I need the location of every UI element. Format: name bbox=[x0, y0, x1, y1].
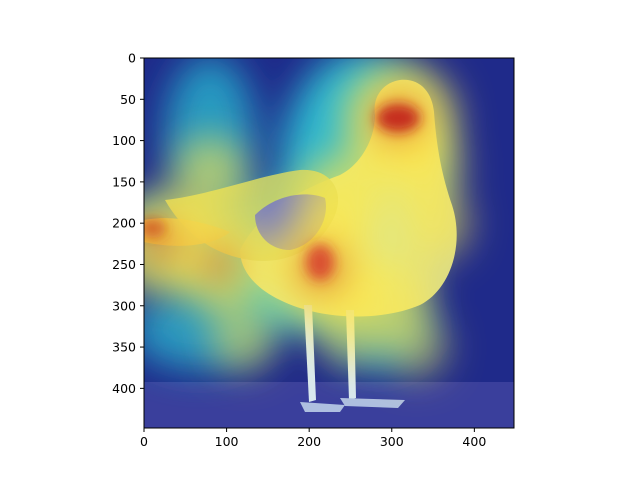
hotspot-11 bbox=[385, 315, 448, 379]
y-tick-label: 0 bbox=[128, 51, 136, 66]
axes-frame bbox=[143, 57, 515, 429]
hotspot-3 bbox=[297, 153, 387, 244]
y-tick-label: 150 bbox=[112, 174, 136, 189]
x-tick-label: 100 bbox=[215, 434, 239, 449]
x-tick-label: 0 bbox=[140, 434, 148, 449]
y-tick-label: 300 bbox=[112, 298, 136, 313]
plot-area bbox=[144, 58, 514, 428]
x-tick-label: 200 bbox=[297, 434, 321, 449]
y-axis: 0 50 100 150 200 250 300 350 400 bbox=[112, 51, 144, 396]
hotspot-7 bbox=[385, 126, 464, 205]
y-tick-label: 50 bbox=[120, 92, 136, 107]
hotspot-10 bbox=[209, 305, 277, 373]
y-tick-label: 350 bbox=[112, 340, 136, 355]
y-tick-label: 400 bbox=[112, 381, 136, 396]
peak-layer bbox=[144, 104, 420, 280]
seagull-leg-left bbox=[304, 305, 316, 402]
hotspot-6 bbox=[171, 134, 249, 213]
x-tick-label: 300 bbox=[380, 434, 404, 449]
hotspot-9 bbox=[315, 295, 386, 366]
y-tick-label: 100 bbox=[112, 133, 136, 148]
hotspot-8 bbox=[396, 186, 471, 261]
seagull-feet bbox=[300, 398, 405, 412]
y-tick-label: 250 bbox=[112, 257, 136, 272]
x-tick-label: 400 bbox=[462, 434, 486, 449]
x-axis: 0 100 200 300 400 bbox=[140, 428, 486, 449]
y-tick-label: 200 bbox=[112, 216, 136, 231]
hotspot-peak-4 bbox=[197, 243, 240, 286]
